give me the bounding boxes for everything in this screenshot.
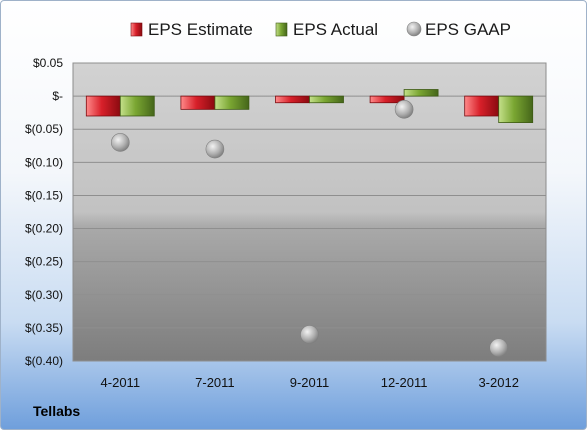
gaap-points — [111, 100, 509, 358]
y-tick-label: $0.05 — [33, 56, 63, 70]
legend-swatch — [406, 21, 422, 37]
estimate-bar-12-2011 — [369, 95, 405, 104]
x-category-label: 7-2011 — [195, 375, 235, 390]
legend-swatch — [130, 22, 143, 37]
legend-label: EPS Estimate — [148, 20, 253, 39]
estimate-bar-3-2012 — [464, 95, 500, 117]
legend-item-1: EPS Estimate — [130, 20, 253, 39]
y-tick-label: $(0.40) — [25, 354, 63, 368]
actual-bar-7-2011 — [214, 95, 250, 110]
y-tick-label: $(0.25) — [25, 255, 63, 269]
legend: EPS Estimate EPS Actual EPS GAAP — [130, 20, 511, 39]
y-axis-ticks: $0.05 $- $(0.05) $(0.10) $(0.15) $(0.20) $(0.2… — [25, 56, 63, 368]
estimate-bar-4-2011 — [85, 95, 121, 117]
y-tick-label: $(0.30) — [25, 288, 63, 302]
actual-bar-12-2011 — [403, 89, 439, 97]
x-category-label: 3-2012 — [478, 375, 518, 390]
x-category-label: 4-2011 — [101, 375, 141, 390]
y-tick-label: $(0.20) — [25, 222, 63, 236]
legend-item-3: EPS GAAP — [406, 20, 511, 39]
y-tick-label: $(0.05) — [25, 122, 63, 136]
y-tick-label: $- — [52, 89, 63, 103]
y-tick-label: $(0.35) — [25, 321, 63, 335]
x-category-label: 12-2011 — [381, 375, 428, 390]
gaap-point-12-2011 — [394, 100, 414, 119]
gaap-point-4-2011 — [111, 133, 130, 152]
gaap-point-3-2012 — [489, 338, 509, 358]
gaap-point-7-2011 — [205, 139, 225, 159]
y-tick-label: $(0.10) — [25, 155, 63, 169]
bars — [85, 89, 534, 124]
actual-bar-3-2012 — [498, 95, 534, 124]
company-label: Tellabs — [33, 403, 81, 419]
estimate-bar-9-2011 — [275, 95, 310, 104]
actual-bar-4-2011 — [119, 95, 155, 117]
legend-label: EPS GAAP — [425, 20, 511, 39]
estimate-bar-7-2011 — [180, 95, 216, 110]
x-category-label: 9-2011 — [290, 375, 330, 390]
actual-bar-9-2011 — [309, 95, 344, 104]
x-axis-categories: 4-2011 7-2011 9-2011 12-2011 3-2012 — [101, 375, 519, 390]
y-tick-label: $(0.15) — [25, 188, 63, 202]
gaap-point-9-2011 — [300, 325, 319, 344]
legend-item-2: EPS Actual — [275, 20, 378, 39]
legend-label: EPS Actual — [293, 20, 378, 39]
legend-swatch — [275, 22, 288, 37]
